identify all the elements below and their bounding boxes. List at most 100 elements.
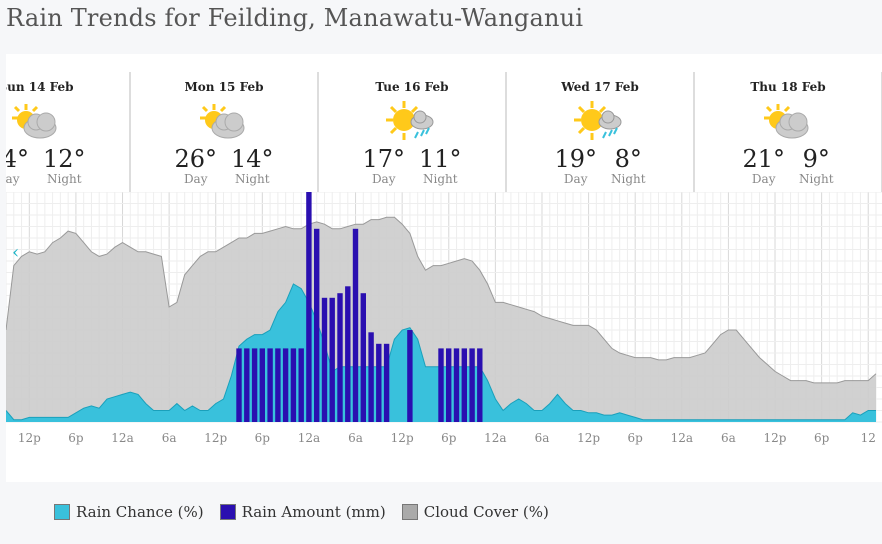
x-tick-label: 6p — [814, 431, 830, 445]
x-tick-label: 12a — [484, 431, 506, 445]
rain-amount-bar — [345, 286, 351, 422]
legend-label: Rain Chance (%) — [76, 503, 204, 521]
rain-amount-bar — [376, 343, 382, 422]
x-tick-label: 6a — [721, 431, 736, 445]
night-temp: 12° — [43, 145, 86, 173]
legend-label: Cloud Cover (%) — [423, 503, 549, 521]
rain-amount-bar — [314, 228, 320, 422]
rain-amount-bar — [446, 348, 452, 422]
day-label: Tue 16 Feb — [375, 80, 449, 94]
partly-cloudy-icon — [200, 104, 245, 139]
sun-cloud-rain-icon — [386, 101, 434, 140]
x-tick-label: 6a — [348, 431, 363, 445]
rain-amount-bar — [259, 348, 265, 422]
day-temp: 19° — [554, 145, 597, 173]
night-temp-label: Night — [234, 172, 270, 186]
chart-legend: Rain Chance (%) Rain Amount (mm) Cloud C… — [54, 503, 549, 521]
rain-amount-bar — [275, 348, 281, 422]
x-tick-label: 12p — [577, 431, 600, 445]
legend-item: Rain Amount (mm) — [219, 503, 386, 521]
night-temp-label: Night — [422, 172, 458, 186]
day-card[interactable]: Thu 18 Feb 21° Day 9° Night — [694, 72, 882, 192]
temps: 17° Day 11° Night — [319, 146, 505, 186]
x-tick-label: 6a — [535, 431, 550, 445]
rain-amount-bar — [321, 297, 328, 422]
night-temp: 11° — [419, 145, 462, 173]
cloud-cover-line — [6, 216, 877, 384]
x-tick-label: 12p — [18, 431, 41, 445]
day-temp: 17° — [362, 145, 405, 173]
cloud-cover-swatch — [401, 504, 418, 520]
chevron-left-icon[interactable]: ‹ — [12, 242, 20, 263]
x-tick-label: 12p — [764, 431, 787, 445]
rain-amount-bar — [407, 330, 413, 422]
rain-amount-bar — [282, 348, 289, 422]
rain-amount-bar — [461, 348, 467, 422]
day-card[interactable]: Wed 17 Feb 19° Day 8° Night — [506, 72, 694, 192]
x-tick-label: 12a — [111, 431, 133, 445]
x-tick-label: 12p — [204, 431, 227, 445]
page-title: Rain Trends for Feilding, Manawatu-Wanga… — [6, 4, 584, 32]
forecast-panel: Sun 14 Feb 14°Day 12°Night Mon 15 Feb 26… — [6, 54, 882, 482]
day-temp: 21° — [742, 145, 785, 173]
x-tick-label: 6p — [255, 431, 271, 445]
x-tick-label: 6p — [628, 431, 644, 445]
day-label: Wed 17 Feb — [561, 80, 639, 94]
temps: 21° Day 9° Night — [695, 146, 881, 186]
legend-item: Rain Chance (%) — [54, 503, 204, 521]
day-temp: 26° — [174, 145, 217, 173]
rain-amount-bar — [438, 348, 444, 422]
x-tick-label: 12p — [391, 431, 414, 445]
rain-amount-bar — [477, 348, 483, 422]
day-temp: 14° — [6, 145, 29, 173]
rain-amount-bar — [453, 348, 460, 422]
partly-cloudy-icon — [12, 104, 57, 139]
rain-trends-chart: 12p 6p 12a 6a 12p 6p 12a 6a 12p 6p 12a 6a 12p 6p 12a 6a… — [6, 192, 882, 445]
rain-amount-bar — [306, 192, 312, 422]
day-label: Mon 15 Feb — [184, 80, 264, 94]
rain-amount-bar — [337, 293, 343, 422]
day-card[interactable]: Tue 16 Feb 17° Day 11° Night — [318, 72, 506, 192]
day-card[interactable]: Mon 15 Feb 26° Day 14° Night — [130, 72, 318, 192]
rain-amount-bar — [469, 348, 475, 422]
rain-amount-bar — [236, 348, 242, 422]
night-temp-label: Night — [46, 172, 82, 186]
day-temp-label: Day — [6, 172, 20, 186]
day-label: Thu 18 Feb — [750, 80, 826, 94]
rain-chance-swatch — [54, 504, 70, 520]
x-tick-label: 12a — [298, 431, 320, 445]
x-tick-label: 12 — [861, 431, 876, 445]
rain-amount-bar — [298, 348, 304, 422]
rain-amount-bar — [290, 348, 297, 422]
rain-amount-bar — [267, 348, 273, 422]
day-temp-label: Day — [751, 172, 776, 186]
temps: 19° Day 8° Night — [507, 146, 693, 186]
x-tick-label: 6a — [162, 431, 177, 445]
x-tick-label: 6p — [68, 431, 84, 445]
x-tick-label: 6p — [441, 431, 457, 445]
legend-label: Rain Amount (mm) — [241, 503, 386, 521]
rain-amount-bar — [251, 348, 258, 422]
day-temp-label: Day — [183, 172, 208, 186]
x-tick-label: 12a — [671, 431, 693, 445]
day-label: Sun 14 Feb — [6, 80, 74, 94]
temps: 26° Day 14° Night — [131, 146, 317, 186]
rain-amount-swatch — [219, 504, 236, 520]
legend-item: Cloud Cover (%) — [401, 503, 549, 521]
sun-cloud-rain-icon — [574, 101, 622, 140]
night-temp-label: Night — [798, 172, 834, 186]
rain-amount-bar — [383, 343, 390, 422]
temps: 14°Day 12°Night — [6, 146, 129, 186]
rain-amount-bar — [352, 228, 359, 422]
cloud-cover-area — [6, 217, 876, 422]
day-temp-label: Day — [371, 172, 396, 186]
day-card[interactable]: Sun 14 Feb 14°Day 12°Night — [6, 72, 130, 192]
rain-amount-bar — [360, 293, 366, 422]
rain-amount-bar — [244, 348, 250, 422]
night-temp-label: Night — [610, 172, 646, 186]
partly-cloudy-icon — [764, 104, 809, 139]
rain-amount-bar — [368, 332, 374, 422]
night-temp: 14° — [231, 145, 274, 173]
day-forecast-strip: Sun 14 Feb 14°Day 12°Night Mon 15 Feb 26… — [6, 72, 882, 192]
night-temp: 9° — [802, 145, 830, 173]
